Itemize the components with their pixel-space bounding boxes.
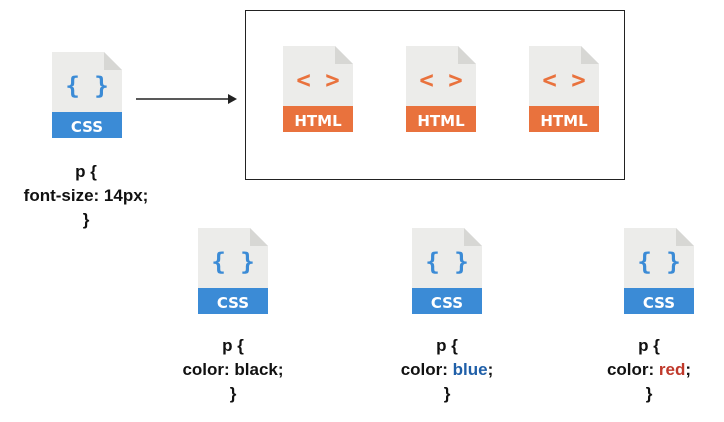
html-label: HTML	[294, 112, 342, 130]
rule-open: p {	[579, 334, 719, 358]
css-file-icon: { } CSS	[198, 228, 268, 314]
rule-blue-code: p { color: blue; }	[367, 334, 527, 406]
rule-open: p {	[367, 334, 527, 358]
rule-red-code: p { color: red; }	[579, 334, 719, 406]
css-symbol: { }	[425, 248, 468, 276]
css-symbol: { }	[211, 248, 254, 276]
rule-close: }	[579, 382, 719, 406]
source-css-line1: p {	[0, 160, 172, 184]
rule-declaration: color: red;	[579, 358, 719, 382]
css-label: CSS	[431, 294, 463, 312]
html-symbol: < >	[419, 66, 462, 94]
html-file-icon: < > HTML	[529, 46, 599, 132]
rule-semicolon: ;	[685, 360, 691, 379]
css-symbol: { }	[65, 72, 108, 100]
rule-property: color:	[607, 360, 659, 379]
rule-value: red	[659, 360, 685, 379]
rule-close: }	[367, 382, 527, 406]
html-symbol: < >	[296, 66, 339, 94]
source-css-code: p { font-size: 14px; }	[0, 160, 172, 232]
rule-value: blue	[453, 360, 488, 379]
html-file-icon: < > HTML	[406, 46, 476, 132]
rule-close: }	[153, 382, 313, 406]
arrow-to-html-group	[136, 92, 238, 106]
css-label: CSS	[643, 294, 675, 312]
rule-black-code: p { color: black; }	[153, 334, 313, 406]
html-label: HTML	[540, 112, 588, 130]
rule-declaration: color: blue;	[367, 358, 527, 382]
html-label: HTML	[417, 112, 465, 130]
source-css-line3: }	[0, 208, 172, 232]
css-file-icon: { } CSS	[52, 52, 122, 138]
css-symbol: { }	[637, 248, 680, 276]
rule-property: color:	[401, 360, 453, 379]
rule-property: color:	[182, 360, 234, 379]
rule-semicolon: ;	[488, 360, 494, 379]
rule-semicolon: ;	[278, 360, 284, 379]
css-file-icon: { } CSS	[624, 228, 694, 314]
html-file-icon: < > HTML	[283, 46, 353, 132]
rule-declaration: color: black;	[153, 358, 313, 382]
rule-value: black	[234, 360, 277, 379]
html-symbol: < >	[542, 66, 585, 94]
rule-open: p {	[153, 334, 313, 358]
css-file-icon: { } CSS	[412, 228, 482, 314]
source-css-line2: font-size: 14px;	[0, 184, 172, 208]
css-label: CSS	[71, 118, 103, 136]
css-label: CSS	[217, 294, 249, 312]
